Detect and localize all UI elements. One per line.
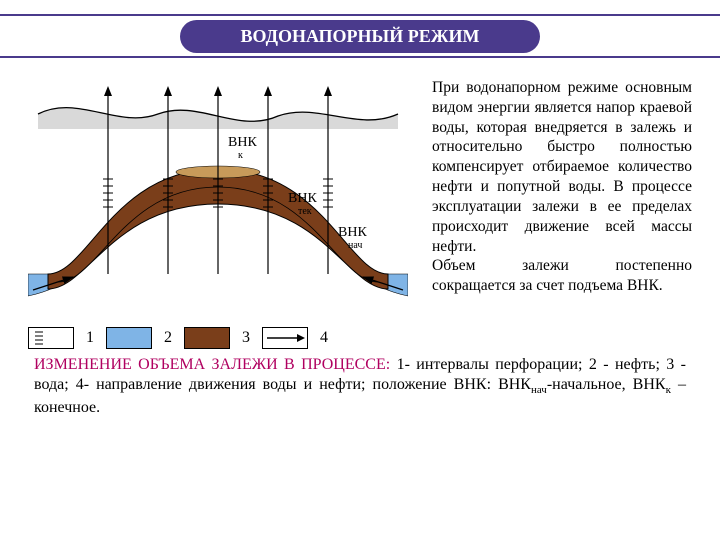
legend-box-4 — [262, 327, 308, 349]
description-column: При водонапорном режиме основным видом э… — [408, 74, 692, 349]
caption-block: ИЗМЕНЕНИЕ ОБЪЕМА ЗАЛЕЖИ В ПРОЦЕССЕ: 1- и… — [0, 349, 720, 418]
legend-num-2: 2 — [164, 329, 172, 347]
svg-text:ВНК: ВНК — [288, 191, 317, 206]
reservoir-diagram: ВНКкВНКтекВНКнач — [28, 74, 408, 314]
svg-text:тек: тек — [298, 206, 312, 217]
legend-row: 1 2 3 4 — [28, 327, 408, 349]
caption-head: ИЗМЕНЕНИЕ ОБЪЕМА ЗАЛЕЖИ В ПРОЦЕССЕ: — [34, 356, 390, 373]
diagram-column: ВНКкВНКтекВНКнач 1234 — [28, 74, 408, 349]
svg-text:к: к — [238, 150, 243, 161]
svg-text:ВНК: ВНК — [338, 225, 367, 240]
legend-num-4: 4 — [320, 329, 328, 347]
legend-box-2 — [106, 327, 152, 349]
description-p1: При водонапорном режиме основным видом э… — [432, 78, 692, 256]
content-row: ВНКкВНКтекВНКнач 1234 При водонапорном р… — [0, 58, 720, 349]
title-band: ВОДОНАПОРНЫЙ РЕЖИМ — [0, 14, 720, 58]
description-p2: Объем залежи постепенно сокращается за с… — [432, 256, 692, 296]
legend-box-3 — [184, 327, 230, 349]
svg-text:ВНК: ВНК — [228, 135, 257, 150]
svg-text:нач: нач — [348, 240, 362, 251]
page-title: ВОДОНАПОРНЫЙ РЕЖИМ — [180, 20, 539, 53]
legend-num-3: 3 — [242, 329, 250, 347]
legend-num-1: 1 — [86, 329, 94, 347]
legend-box-1 — [28, 327, 74, 349]
